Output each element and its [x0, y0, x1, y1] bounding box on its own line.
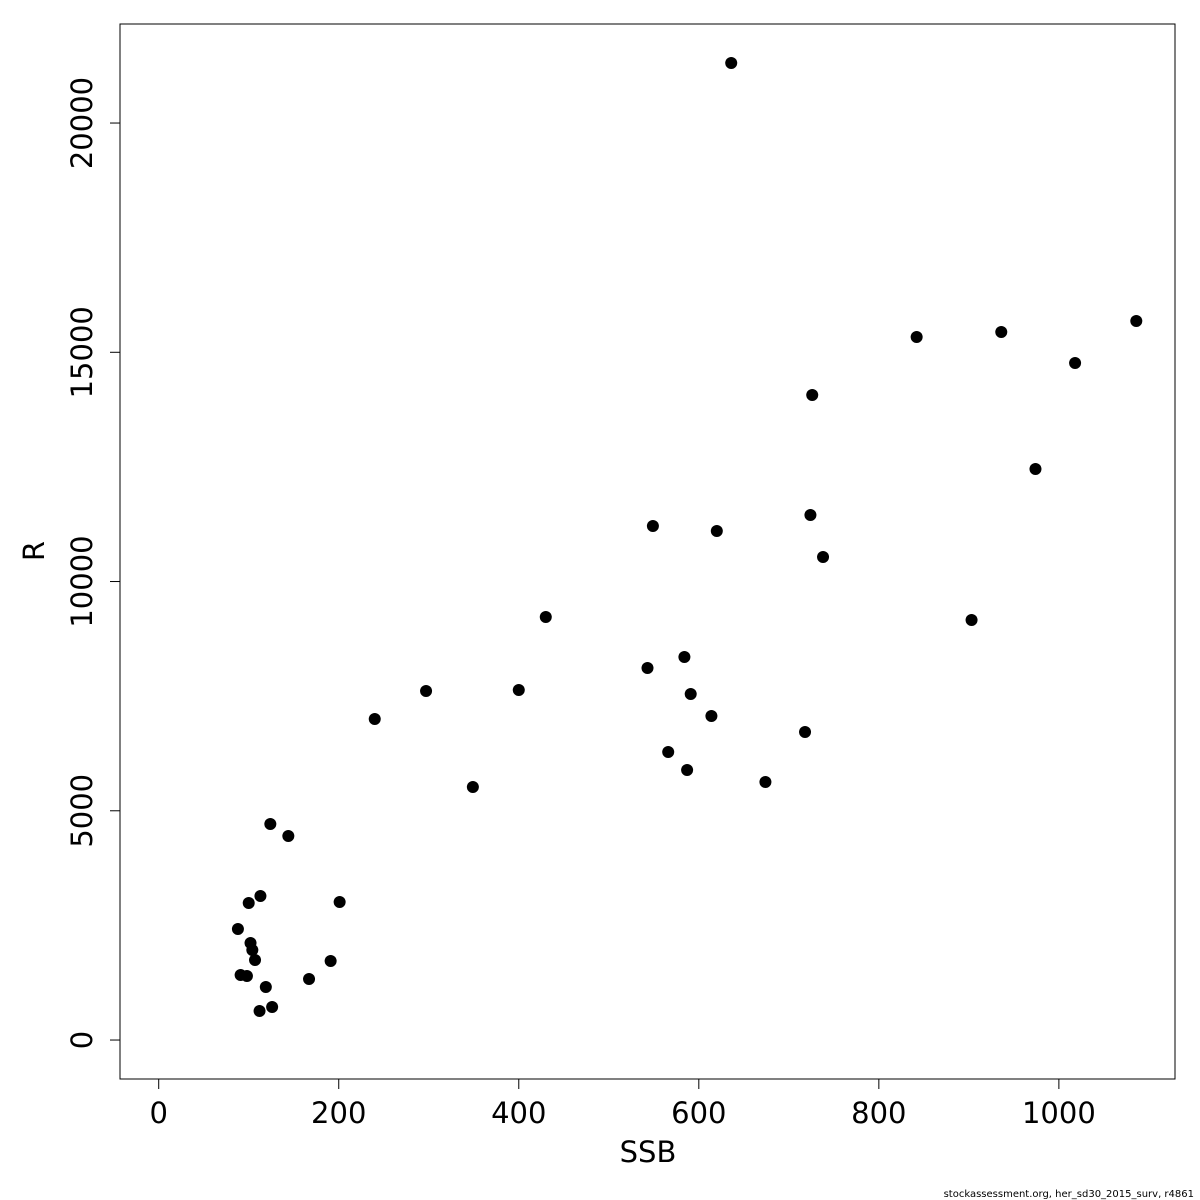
point [368, 713, 381, 726]
footer: stockassessment.org, her_sd30_2015_surv,… [944, 1189, 1194, 1200]
point [681, 764, 694, 777]
point [254, 890, 267, 903]
point [725, 57, 738, 70]
y-tick-label: 10000 [65, 535, 99, 627]
point [231, 923, 244, 936]
point [324, 955, 337, 968]
point [240, 970, 253, 983]
point [303, 973, 316, 986]
point [512, 684, 525, 697]
point [817, 551, 830, 564]
point [804, 509, 817, 522]
x-tick-label: 200 [311, 1096, 366, 1130]
point [264, 818, 277, 831]
point [539, 611, 552, 624]
y-tick-label: 0 [65, 1031, 99, 1049]
point [678, 651, 691, 664]
point [259, 981, 272, 994]
point [995, 326, 1008, 339]
y-axis-label: R [17, 541, 51, 561]
point [646, 520, 659, 533]
point [910, 331, 923, 344]
point [266, 1001, 279, 1014]
point [710, 525, 723, 538]
x-tick-label: 1000 [1022, 1096, 1096, 1130]
point [662, 746, 675, 759]
point [759, 776, 772, 789]
x-tick-label: 0 [149, 1096, 167, 1130]
point [246, 944, 259, 957]
x-tick-label: 600 [671, 1096, 726, 1130]
point [466, 781, 479, 794]
point [705, 710, 718, 723]
point [249, 954, 262, 967]
x-tick-label: 400 [491, 1096, 546, 1130]
point [806, 389, 819, 402]
point [420, 685, 433, 698]
point [1130, 315, 1143, 328]
point [684, 688, 697, 701]
x-tick-label: 800 [851, 1096, 906, 1130]
x-axis-label: SSB [620, 1135, 677, 1169]
y-tick-label: 20000 [65, 77, 99, 169]
plot-frame [119, 23, 1176, 1080]
point [242, 897, 255, 910]
y-tick-label: 5000 [65, 774, 99, 848]
point [965, 614, 978, 627]
point [282, 830, 295, 843]
point [253, 1005, 266, 1018]
y-tick-label: 15000 [65, 306, 99, 398]
point [1069, 357, 1082, 370]
point [1029, 463, 1042, 476]
point [799, 726, 812, 739]
point [641, 662, 654, 675]
point [333, 896, 346, 909]
